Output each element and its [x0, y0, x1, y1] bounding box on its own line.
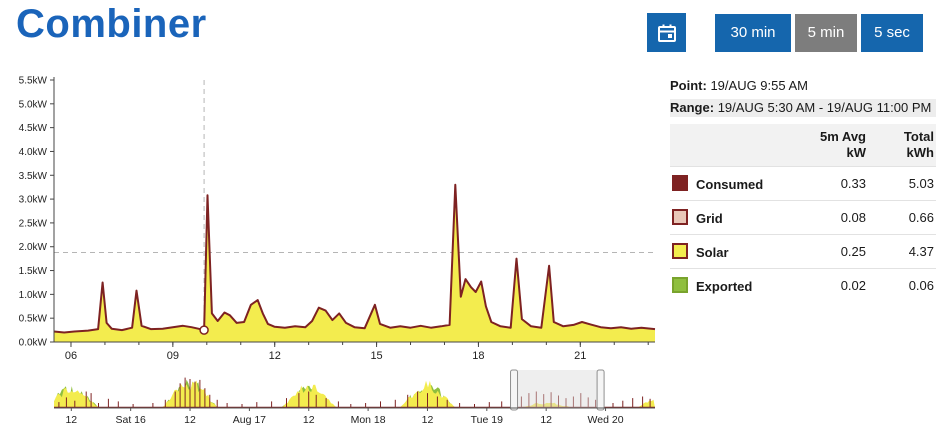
legend-label: Exported	[696, 279, 753, 294]
svg-text:Mon 18: Mon 18	[351, 414, 386, 426]
legend-header-spacer	[670, 124, 800, 167]
svg-text:1.0kW: 1.0kW	[19, 290, 48, 301]
grid-avg-value: 0.08	[800, 200, 868, 235]
point-readout: Point: 19/AUG 9:55 AM	[670, 77, 936, 95]
consumed-avg-value: 0.33	[800, 166, 868, 201]
legend-header-row: 5m Avg kW Total kWh	[670, 124, 936, 167]
legend-row-consumed[interactable]: Consumed 0.33 5.03	[670, 166, 936, 201]
point-marker	[199, 325, 209, 335]
svg-text:12: 12	[422, 414, 434, 426]
svg-text:09: 09	[167, 350, 179, 362]
svg-text:Sat 16: Sat 16	[115, 414, 146, 426]
point-label: Point:	[670, 78, 707, 93]
date-picker-button[interactable]	[647, 13, 686, 52]
svg-text:4.0kW: 4.0kW	[19, 147, 48, 158]
svg-text:Wed 20: Wed 20	[588, 414, 624, 426]
svg-text:21: 21	[574, 350, 586, 362]
legend-header-avg: 5m Avg kW	[800, 124, 868, 167]
page-title: Combiner	[16, 2, 207, 46]
exported-avg-value: 0.02	[800, 268, 868, 302]
solar-avg-value: 0.25	[800, 234, 868, 269]
svg-text:2.5kW: 2.5kW	[19, 218, 48, 229]
legend-table: 5m Avg kW Total kWh Consumed 0.33 5.03 G…	[670, 124, 936, 302]
main-chart[interactable]: 0.0kW 0.5kW 1.0kW 1.5kW 2.0kW 2.5kW 3.0kW 3.5kW…	[8, 72, 668, 372]
nav-brush-region[interactable]	[514, 370, 601, 408]
legend-row-grid[interactable]: Grid 0.08 0.66	[670, 200, 936, 235]
legend-row-exported[interactable]: Exported 0.02 0.06	[670, 268, 936, 302]
svg-text:12: 12	[303, 414, 315, 426]
range-button-30min[interactable]: 30 min	[715, 13, 791, 52]
point-value: 19/AUG 9:55 AM	[710, 78, 809, 93]
grid-total-value: 0.66	[868, 200, 936, 235]
nav-brush-left-handle[interactable]	[510, 369, 519, 411]
svg-text:12: 12	[184, 414, 196, 426]
svg-text:2.0kW: 2.0kW	[19, 242, 48, 253]
legend-row-solar[interactable]: Solar 0.25 4.37	[670, 234, 936, 269]
toolbar: 30 min 5 min 5 sec	[647, 13, 923, 52]
range-value: 19/AUG 5:30 AM - 19/AUG 11:00 PM	[717, 100, 932, 115]
readout-panel: Point: 19/AUG 9:55 AM Range: 19/AUG 5:30…	[670, 77, 936, 302]
range-button-5sec[interactable]: 5 sec	[861, 13, 923, 52]
consumed-total-value: 5.03	[868, 166, 936, 201]
solar-swatch	[672, 243, 688, 259]
legend-label: Solar	[696, 245, 729, 260]
calendar-icon	[656, 22, 678, 44]
range-readout: Range: 19/AUG 5:30 AM - 19/AUG 11:00 PM	[670, 99, 936, 117]
svg-text:18: 18	[472, 350, 484, 362]
svg-text:Tue 19: Tue 19	[471, 414, 503, 426]
svg-text:5.0kW: 5.0kW	[19, 99, 48, 110]
nav-chart[interactable]: 12 Sat 16 12 Aug 17 12 Mon 18 12 Tue 19 12 Wed 20	[8, 368, 668, 430]
svg-text:06: 06	[65, 350, 77, 362]
legend-header-total: Total kWh	[868, 124, 936, 167]
svg-text:12: 12	[269, 350, 281, 362]
exported-total-value: 0.06	[868, 268, 936, 302]
svg-text:Aug 17: Aug 17	[233, 414, 266, 426]
exported-swatch	[672, 277, 688, 293]
svg-text:1.5kW: 1.5kW	[19, 266, 48, 277]
legend-label: Grid	[696, 211, 723, 226]
svg-text:0.0kW: 0.0kW	[19, 338, 48, 349]
grid-swatch	[672, 209, 688, 225]
consumed-swatch	[672, 175, 688, 191]
solar-total-value: 4.37	[868, 234, 936, 269]
svg-text:5.5kW: 5.5kW	[19, 76, 48, 87]
svg-text:4.5kW: 4.5kW	[19, 123, 48, 134]
svg-text:12: 12	[65, 414, 77, 426]
svg-text:3.0kW: 3.0kW	[19, 195, 48, 206]
range-button-5min[interactable]: 5 min	[795, 13, 857, 52]
svg-text:15: 15	[370, 350, 382, 362]
svg-text:0.5kW: 0.5kW	[19, 314, 48, 325]
svg-text:3.5kW: 3.5kW	[19, 171, 48, 182]
legend-label: Consumed	[696, 177, 764, 192]
nav-brush-right-handle[interactable]	[596, 369, 605, 411]
svg-text:12: 12	[540, 414, 552, 426]
range-label: Range:	[670, 100, 715, 115]
